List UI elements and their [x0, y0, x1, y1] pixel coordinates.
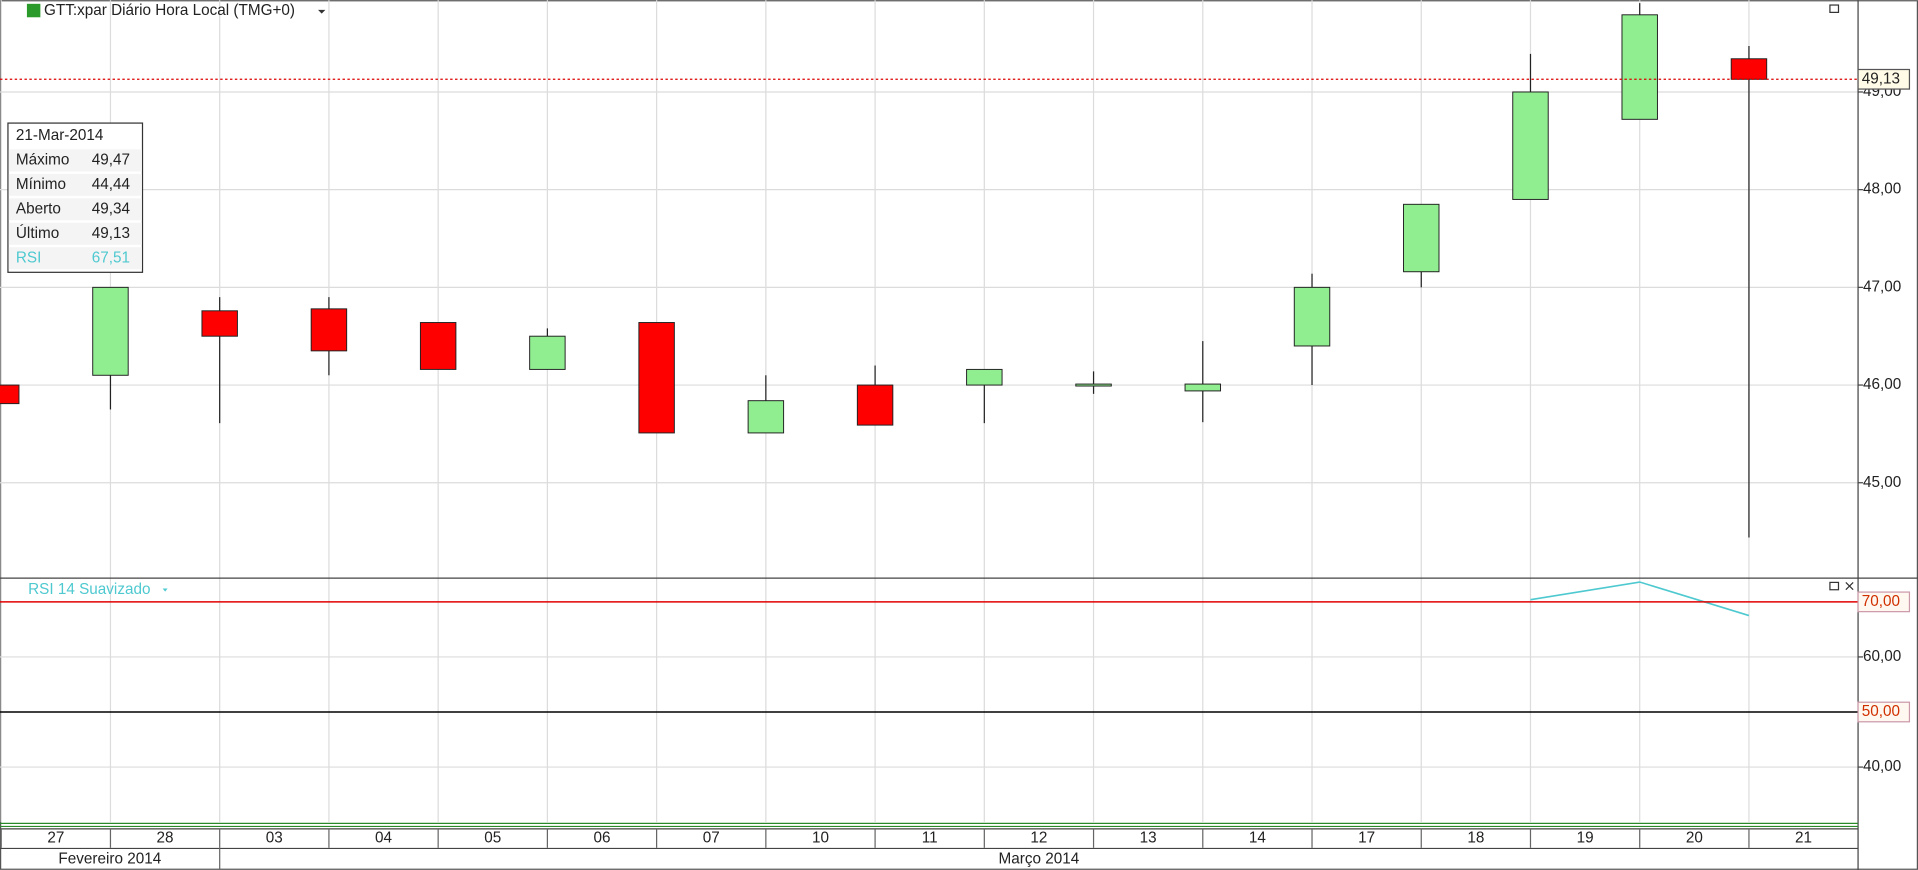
x-tick-label: 19 [1577, 830, 1594, 847]
y-tick-label: 40,00 [1863, 758, 1901, 775]
tooltip-value: 49,13 [92, 225, 130, 242]
tooltip-label: Máximo [16, 151, 70, 168]
y-tick-label: 60,00 [1863, 648, 1901, 665]
level-box [1857, 591, 1911, 613]
tooltip-value: 44,44 [92, 176, 131, 193]
x-tick-label: 07 [703, 830, 720, 847]
maximize-button[interactable] [1829, 4, 1840, 13]
candle-body [1184, 383, 1222, 392]
y-tick-label: 46,00 [1863, 376, 1901, 393]
month-label: Fevereiro 2014 [58, 850, 161, 867]
level-box [1857, 701, 1911, 723]
y-tick-label: 48,00 [1863, 181, 1901, 198]
candle-body [856, 384, 894, 426]
y-tick-label: 47,00 [1863, 278, 1901, 295]
last-price-label: 49,13 [1862, 70, 1900, 87]
candle-body [1621, 14, 1658, 120]
x-tick-label: 06 [594, 830, 611, 847]
candle-body [638, 322, 675, 434]
tooltip-row-bg [8, 173, 142, 196]
x-tick-label: 21 [1795, 830, 1812, 847]
x-tick-label: 14 [1249, 830, 1266, 847]
tooltip-label: Último [16, 225, 59, 242]
candle-body [1730, 58, 1768, 80]
candle-body [529, 335, 566, 370]
indicator-title: RSI 14 Suavizado [28, 581, 150, 598]
candle-body [201, 310, 238, 337]
candle-body [92, 286, 129, 376]
x-tick-label: 28 [157, 830, 174, 847]
dropdown-arrow[interactable] [162, 588, 168, 592]
tooltip-row-bg [8, 198, 142, 221]
x-tick-label: 03 [266, 830, 283, 847]
x-tick-label: 17 [1358, 830, 1375, 847]
level-label: 50,00 [1862, 703, 1900, 720]
rsi-line [1530, 581, 1750, 617]
symbol-icon [26, 3, 41, 18]
month-label: Março 2014 [999, 850, 1080, 867]
x-tick-label: 10 [812, 830, 829, 847]
candle-body [1075, 383, 1112, 387]
candle-body [747, 400, 785, 434]
tooltip-value: 49,47 [92, 151, 130, 168]
tooltip-row-bg [8, 149, 142, 172]
tooltip-label: Mínimo [16, 176, 66, 193]
x-tick-label: 05 [484, 830, 501, 847]
chart-title: GTT:xpar Diário Hora Local (TMG+0) [44, 2, 295, 19]
candle-body [966, 368, 1003, 386]
x-tick-label: 12 [1030, 830, 1047, 847]
tooltip-value: 49,34 [92, 200, 131, 217]
x-tick-label: 11 [922, 830, 938, 847]
tooltip-row-bg [8, 247, 142, 270]
candle-body [0, 384, 20, 405]
tooltip-value: 67,51 [92, 249, 130, 266]
close-button[interactable] [1845, 581, 1854, 591]
x-tick-label: 20 [1686, 830, 1703, 847]
candle-body [419, 322, 457, 370]
x-tick-label: 13 [1140, 830, 1157, 847]
dropdown-arrow[interactable] [318, 9, 326, 14]
y-tick-label: 45,00 [1863, 474, 1901, 491]
tooltip-row-bg [8, 222, 142, 245]
candle-body [1293, 286, 1331, 347]
x-tick-label: 04 [375, 830, 392, 847]
level-label: 70,00 [1862, 593, 1900, 610]
x-tick-label: 27 [47, 830, 64, 847]
tooltip-label: Aberto [16, 200, 61, 217]
candle-body [310, 308, 348, 352]
candle-body [1512, 91, 1549, 200]
x-tick-label: 18 [1467, 830, 1484, 847]
last-price-box [1857, 68, 1911, 90]
maximize-button[interactable] [1829, 581, 1840, 591]
tooltip-date: 21-Mar-2014 [16, 127, 104, 144]
tooltip-label: RSI [16, 249, 41, 266]
candle-body [1403, 203, 1440, 273]
